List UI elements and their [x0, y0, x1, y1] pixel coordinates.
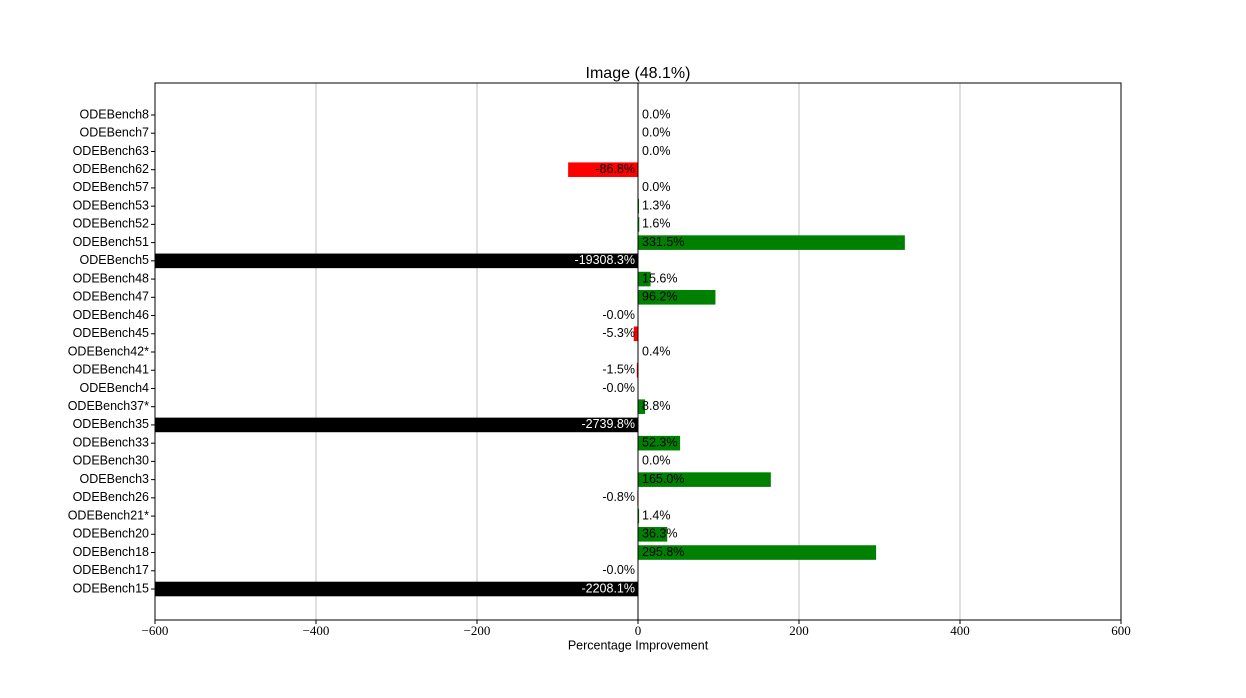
value-label: 1.4% [642, 508, 671, 522]
y-tick-label: ODEBench8 [80, 107, 150, 121]
y-tick-label: ODEBench37* [68, 399, 149, 413]
chart-title: Image (48.1%) [586, 65, 691, 82]
overlay: −600 −400 −200 0 200 400 600 ODEBench8 0.0% ODEBe… [68, 82, 1131, 638]
y-tick-label: ODEBench45 [73, 326, 149, 340]
value-label: 0.4% [642, 344, 671, 358]
bar [638, 290, 716, 305]
x-tick-label: 0 [635, 623, 642, 638]
y-tick-label: ODEBench47 [73, 290, 149, 304]
value-label: -2208.1% [581, 581, 635, 595]
bar [155, 581, 638, 597]
value-label: 36.3% [642, 527, 677, 541]
y-tick-label: ODEBench3 [80, 472, 150, 486]
value-label: -0.8% [602, 490, 635, 504]
x-tick-label: −200 [464, 623, 491, 638]
bars [155, 162, 905, 597]
bar [638, 527, 668, 542]
y-tick-label: ODEBench51 [73, 235, 149, 249]
y-tick-label: ODEBench41 [73, 363, 149, 377]
bar [638, 399, 646, 414]
y-tick-label: ODEBench63 [73, 144, 149, 158]
value-label: -0.0% [602, 563, 635, 577]
y-tick-label: ODEBench62 [73, 162, 149, 176]
x-tick-label: 200 [789, 623, 809, 638]
value-label: 0.0% [642, 454, 671, 468]
y-tick-label: ODEBench42* [68, 344, 149, 358]
y-tick-label: ODEBench20 [73, 527, 149, 541]
bar [636, 362, 638, 378]
plot-frame [154, 82, 1122, 621]
value-label: -0.0% [602, 308, 635, 322]
y-tick-label: ODEBench17 [73, 563, 149, 577]
value-label: 8.8% [642, 399, 671, 413]
value-label: 52.3% [642, 435, 677, 449]
value-label: -0.0% [602, 381, 635, 395]
value-label: 1.6% [642, 217, 671, 231]
bar [155, 253, 638, 269]
y-tick-label: ODEBench5 [80, 253, 150, 267]
bar [638, 435, 681, 451]
value-label: 331.5% [642, 235, 684, 249]
value-label: 0.0% [642, 144, 671, 158]
x-axis-label: Percentage Improvement [568, 638, 709, 652]
x-tick-label: 600 [1111, 623, 1131, 638]
value-label: 1.3% [642, 198, 671, 212]
bar [568, 162, 638, 177]
y-tick-label: ODEBench46 [73, 308, 149, 322]
bar [638, 198, 640, 214]
bar [638, 271, 651, 287]
value-label: -5.3% [602, 326, 635, 340]
y-tick-label: ODEBench21* [68, 508, 149, 522]
x-tick-label: 400 [950, 623, 970, 638]
y-tick-label: ODEBench18 [73, 545, 149, 559]
value-label: 15.6% [642, 271, 677, 285]
value-label: 295.8% [642, 545, 684, 559]
y-tick-label: ODEBench7 [80, 126, 150, 140]
y-tick-label: ODEBench15 [73, 581, 149, 595]
value-label: 0.0% [642, 107, 671, 121]
y-tick-label: ODEBench33 [73, 435, 149, 449]
value-label: 0.0% [642, 180, 671, 194]
bar [638, 472, 771, 487]
y-tick-label: ODEBench52 [73, 217, 149, 231]
bar [155, 417, 639, 433]
value-label: -86.8% [595, 162, 635, 176]
bar [638, 235, 905, 250]
y-tick-label: ODEBench57 [73, 180, 149, 194]
bar [638, 217, 640, 232]
y-tick-label: ODEBench26 [73, 490, 149, 504]
x-tick-label: −600 [142, 623, 169, 638]
y-tick-label: ODEBench53 [73, 198, 149, 212]
bar [633, 326, 638, 342]
value-label: 165.0% [642, 472, 684, 486]
x-tick-label: −400 [303, 623, 330, 638]
y-tick-label: ODEBench30 [73, 454, 149, 468]
y-tick-label: ODEBench35 [73, 417, 149, 431]
value-label: -1.5% [602, 363, 635, 377]
value-label: 96.2% [642, 290, 677, 304]
value-label: -2739.8% [581, 417, 635, 431]
bar [638, 508, 640, 524]
y-tick-label: ODEBench48 [73, 271, 149, 285]
value-label: -19308.3% [575, 253, 635, 267]
bar [638, 545, 877, 560]
value-label: 0.0% [642, 126, 671, 140]
y-tick-label: ODEBench4 [80, 381, 150, 395]
